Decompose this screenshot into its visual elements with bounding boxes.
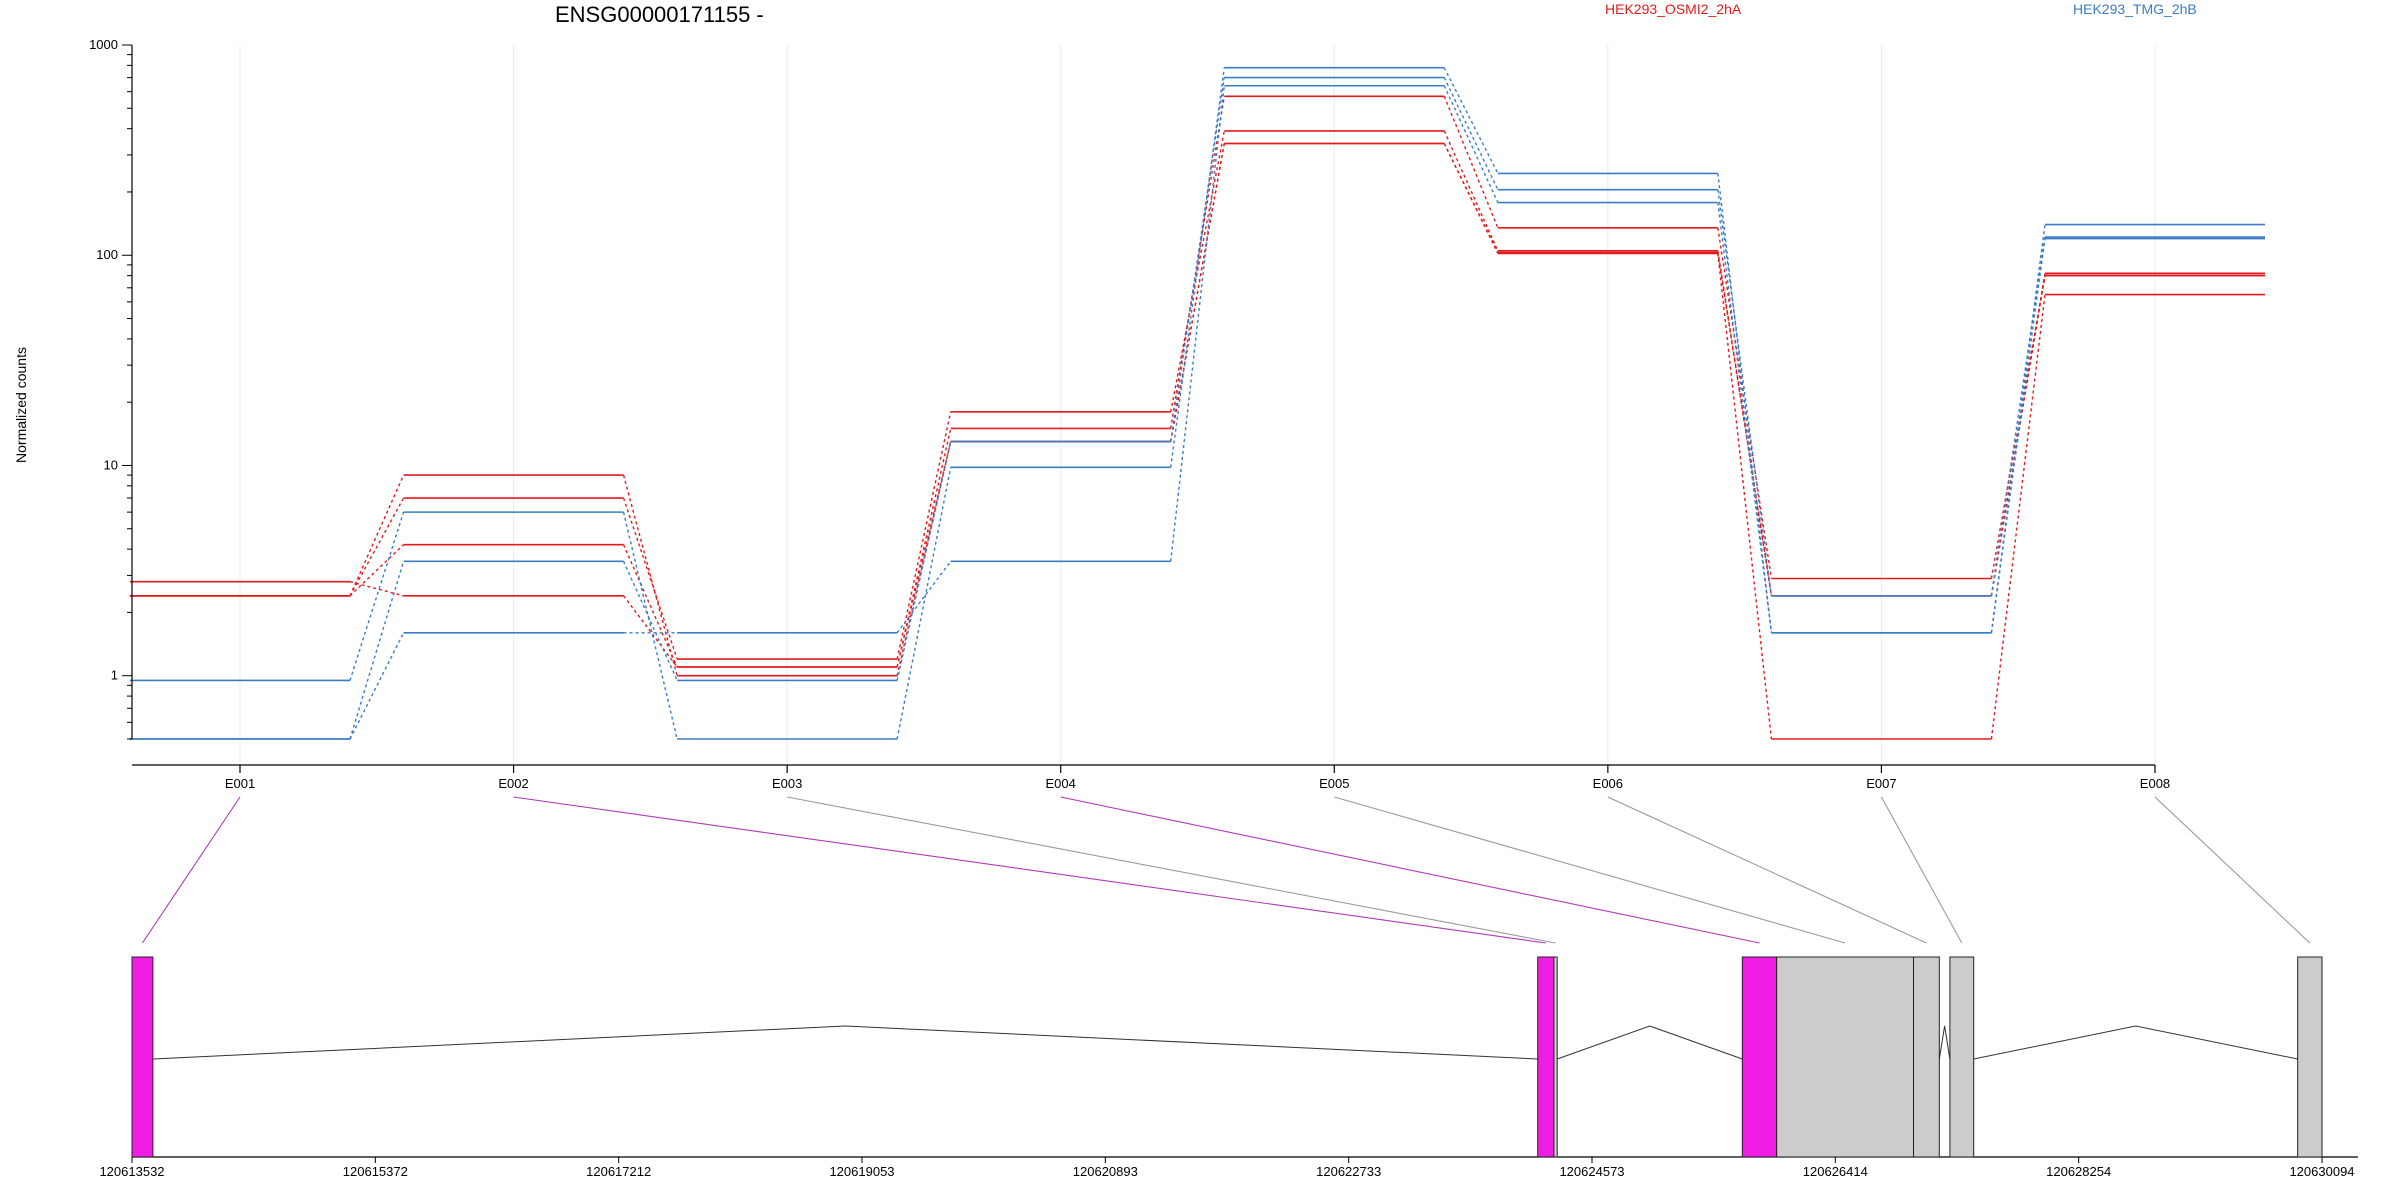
exon-box-e003 (1553, 956, 1558, 1158)
exon-connector-e002 (513, 796, 1546, 944)
y-tick-label: 1000 (89, 37, 118, 52)
coord-label: 120619053 (829, 1164, 894, 1179)
exon-connector-e008 (2154, 796, 2311, 944)
x-tick-label-e004: E004 (1046, 776, 1076, 791)
axis-layer (131, 45, 2358, 1158)
x-tick-label-e008: E008 (2140, 776, 2170, 791)
exon-box-e004 (1741, 956, 1778, 1158)
exon-connector-e007 (1880, 796, 1963, 944)
x-tick-layer: E001 E002 E003 E004 E005 E006 E007 E008 (225, 765, 2170, 791)
x-tick-label-e005: E005 (1319, 776, 1349, 791)
exon-box-e006 (1913, 956, 1940, 1158)
series-5-transition (349, 67, 2046, 740)
exon-connector-e001 (141, 796, 241, 944)
exon-box-e008 (2297, 956, 2323, 1158)
series-layer (130, 66, 2265, 740)
gene-model (131, 956, 2323, 1158)
coordinate-labels: 120613532 120615372 120617212 120619053 1206… (99, 1157, 2355, 1179)
legend-entry-osmi2: HEK293_OSMI2_2hA (1605, 1, 1742, 17)
coord-label: 120622733 (1316, 1164, 1381, 1179)
intron-line (1973, 1025, 2298, 1060)
y-axis-label: Normalized counts (13, 347, 29, 463)
exon-connector-e004 (1060, 796, 1760, 944)
connector-layer (141, 796, 2311, 944)
coord-label: 120613532 (99, 1164, 164, 1179)
coord-label: 120628254 (2046, 1164, 2111, 1179)
y-tick-label: 1 (111, 668, 118, 683)
x-tick-label-e007: E007 (1866, 776, 1896, 791)
series-2-transition (349, 130, 2046, 660)
intron-line (1938, 1025, 1951, 1060)
x-tick-label-e003: E003 (772, 776, 802, 791)
y-tick-layer: 1 10 100 1000 (89, 37, 132, 740)
grid-layer (239, 45, 2156, 765)
exon-box-e001 (131, 956, 154, 1158)
exon-connector-e003 (787, 796, 1556, 944)
y-tick-label: 10 (104, 457, 118, 472)
coord-label: 120626414 (1803, 1164, 1868, 1179)
y-tick-label: 100 (96, 247, 118, 262)
intron-line (152, 1025, 1538, 1060)
coord-label: 120617212 (586, 1164, 651, 1179)
chart-title: ENSG00000171155 - (555, 2, 764, 27)
legend-entry-tmg: HEK293_TMG_2hB (2073, 1, 2197, 17)
series-1-transition (349, 96, 2046, 668)
coord-label: 120620893 (1073, 1164, 1138, 1179)
coord-label: 120624573 (1559, 1164, 1624, 1179)
series-3-transition (349, 143, 2046, 740)
exon-box-e002 (1537, 956, 1555, 1158)
exon-box-e007 (1949, 956, 1975, 1158)
exon-box-e005 (1776, 956, 1915, 1158)
series-6-transition (349, 77, 2046, 740)
intron-line (1557, 1025, 1743, 1060)
series-4-transition (349, 143, 2046, 668)
x-tick-label-e006: E006 (1593, 776, 1623, 791)
x-tick-label-e001: E001 (225, 776, 255, 791)
exon-connector-e006 (1607, 796, 1927, 944)
coord-label: 120630094 (2289, 1164, 2354, 1179)
series-7-transition (349, 85, 2046, 740)
exon-connector-e005 (1334, 796, 1846, 944)
x-tick-label-e002: E002 (498, 776, 528, 791)
coord-label: 120615372 (343, 1164, 408, 1179)
